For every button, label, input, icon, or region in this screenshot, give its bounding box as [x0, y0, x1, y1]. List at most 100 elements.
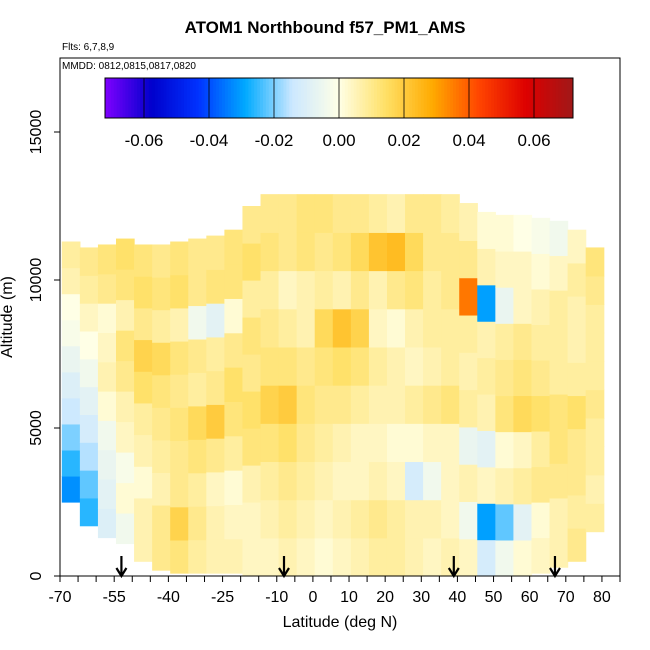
colorbar-swatch	[570, 78, 574, 118]
colorbar-swatch	[125, 78, 129, 118]
heatmap-cell	[206, 539, 225, 574]
heatmap-cell	[260, 308, 280, 348]
heatmap-cell	[242, 539, 262, 577]
heatmap-cell	[405, 423, 424, 463]
heatmap-cell	[441, 232, 460, 272]
heatmap-cell	[224, 401, 244, 437]
colorbar-swatch	[186, 78, 191, 118]
heatmap-cell	[495, 214, 515, 252]
heatmap-cell	[170, 307, 189, 342]
heatmap-cell	[531, 395, 551, 432]
colorbar-swatch	[321, 78, 325, 118]
heatmap-cell	[350, 423, 370, 463]
heatmap-cell	[531, 217, 551, 254]
heatmap-cell	[585, 304, 605, 334]
colorbar-tick-label: 0.00	[322, 131, 355, 150]
colorbar-swatch	[248, 78, 252, 118]
colorbar-swatch	[227, 78, 232, 118]
colorbar-swatch	[344, 78, 349, 118]
heatmap-cell	[188, 272, 207, 307]
heatmap-cell	[79, 470, 99, 499]
colorbar-swatch	[564, 78, 568, 118]
colorbar-swatch	[447, 78, 451, 118]
heatmap-cell	[368, 270, 388, 310]
colorbar-swatch	[397, 78, 401, 118]
heatmap-cell	[134, 307, 153, 341]
heatmap-cell	[242, 317, 262, 355]
heatmap-cell	[314, 308, 334, 348]
heatmap-cell	[278, 385, 298, 424]
colorbar-swatch	[324, 78, 328, 118]
colorbar-swatch	[514, 78, 518, 118]
colorbar-swatch	[151, 78, 156, 118]
colorbar-swatch	[482, 78, 486, 118]
colorbar-swatch	[145, 78, 150, 118]
colorbar-swatch	[473, 78, 477, 118]
colorbar-swatch	[441, 78, 445, 118]
heatmap-cell	[152, 439, 171, 473]
heatmap-cell	[116, 299, 135, 331]
heatmap-cell	[531, 288, 551, 325]
heatmap-cell	[441, 461, 460, 501]
heatmap-cell	[116, 421, 135, 453]
x-axis-label: Latitude (deg N)	[282, 614, 398, 631]
heatmap-cell	[567, 295, 587, 330]
heatmap-cell	[152, 374, 171, 408]
colorbar-swatch	[283, 78, 287, 118]
x-tick-label: 70	[557, 589, 575, 606]
x-tick-label: 80	[593, 589, 611, 606]
heatmap-cell	[278, 423, 298, 463]
colorbar-swatch	[172, 78, 176, 118]
heatmap-cell	[314, 461, 334, 501]
heatmap-cell	[368, 385, 388, 424]
heatmap-cell	[278, 232, 298, 272]
heatmap-cell	[585, 275, 605, 305]
heatmap-cell	[495, 431, 515, 469]
heatmap-cell	[477, 284, 496, 322]
colorbar-swatch	[494, 78, 498, 118]
heatmap-cell	[224, 538, 244, 574]
colorbar-swatch	[464, 78, 469, 118]
heatmap-cell	[116, 269, 135, 301]
colorbar-swatch	[201, 78, 205, 118]
x-tick-label: 30	[412, 589, 430, 606]
heatmap-cell	[242, 465, 262, 503]
colorbar-swatch	[435, 78, 439, 118]
heatmap-cell	[386, 423, 406, 463]
heatmap-cell	[188, 439, 207, 474]
heatmap-cell	[368, 346, 388, 386]
heatmap-cell	[531, 466, 551, 503]
heatmap-cell	[495, 395, 515, 433]
heatmap-cell	[134, 434, 153, 467]
colorbar-swatch	[178, 78, 182, 118]
colorbar-swatch	[365, 78, 369, 118]
heatmap-cell	[423, 461, 442, 501]
heatmap-cell	[386, 232, 406, 272]
heatmap-cell	[61, 319, 81, 347]
heatmap-cell	[368, 423, 388, 463]
heatmap-cell	[79, 247, 99, 276]
heatmap-cell	[260, 270, 280, 310]
heatmap-cell	[206, 269, 225, 304]
colorbar-swatch	[110, 78, 115, 118]
colorbar-swatch	[140, 78, 144, 118]
heatmap-cell	[549, 290, 569, 326]
heatmap-cell	[152, 244, 171, 278]
heatmap-cell	[260, 423, 280, 463]
colorbar-swatch	[268, 78, 273, 118]
heatmap-cell	[97, 244, 117, 275]
colorbar-swatch	[377, 78, 381, 118]
colorbar-swatch	[432, 78, 437, 118]
heatmap-cell	[549, 359, 569, 395]
heatmap-cell	[441, 385, 460, 424]
x-tick-label: 50	[485, 589, 503, 606]
heatmap-cell	[134, 497, 153, 531]
colorbar-swatch	[254, 78, 258, 118]
heatmap-cells	[61, 194, 605, 577]
heatmap-cell	[61, 371, 81, 399]
colorbar-swatch	[224, 78, 229, 118]
heatmap-cell	[477, 503, 496, 541]
colorbar-swatch	[122, 78, 126, 118]
colorbar-swatch	[388, 78, 393, 118]
heatmap-cell	[513, 323, 533, 360]
